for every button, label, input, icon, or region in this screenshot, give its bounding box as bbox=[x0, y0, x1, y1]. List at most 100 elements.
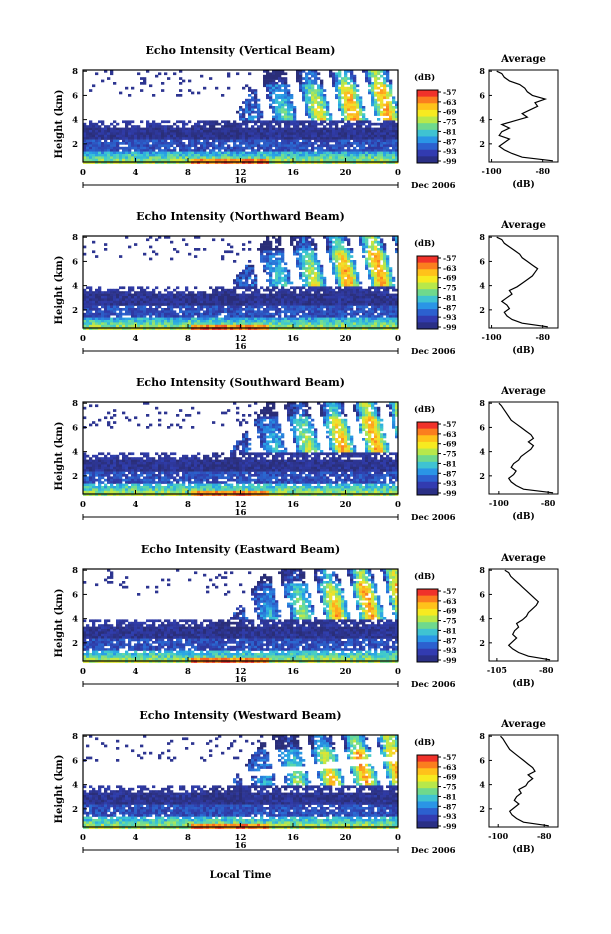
heatmap-cell bbox=[152, 125, 155, 128]
heatmap-cell bbox=[95, 135, 98, 138]
heatmap-cell bbox=[215, 291, 218, 294]
heatmap-cell bbox=[377, 77, 380, 80]
heatmap-cell bbox=[107, 291, 110, 294]
heatmap-cell bbox=[152, 313, 155, 316]
heatmap-cell bbox=[167, 308, 170, 311]
heatmap-cell bbox=[257, 289, 260, 292]
heatmap-cell bbox=[347, 142, 350, 145]
heatmap-cell bbox=[173, 147, 176, 150]
heatmap-cell bbox=[218, 135, 221, 138]
heatmap-cell bbox=[272, 111, 275, 114]
heatmap-cell bbox=[161, 159, 164, 162]
heatmap-cell bbox=[344, 306, 347, 309]
heatmap-cell bbox=[320, 89, 323, 92]
heatmap-cell bbox=[113, 298, 116, 301]
heatmap-cell bbox=[284, 301, 287, 304]
heatmap-cell bbox=[383, 282, 386, 285]
heatmap-cell bbox=[215, 303, 218, 306]
heatmap-cell bbox=[344, 106, 347, 109]
heatmap-cell bbox=[371, 243, 374, 246]
heatmap-cell bbox=[320, 301, 323, 304]
heatmap-cell bbox=[335, 152, 338, 155]
heatmap-cell bbox=[242, 315, 245, 318]
heatmap-cell bbox=[239, 301, 242, 304]
heatmap-cell bbox=[386, 279, 389, 282]
heatmap-cell bbox=[356, 132, 359, 135]
heatmap-cell bbox=[245, 320, 248, 323]
heatmap-cell bbox=[386, 147, 389, 150]
heatmap-cell bbox=[311, 243, 314, 246]
heatmap-cell bbox=[299, 258, 302, 261]
heatmap-cell bbox=[329, 75, 332, 78]
heatmap-cell bbox=[227, 250, 230, 253]
heatmap-cell bbox=[218, 313, 221, 316]
heatmap-cell bbox=[266, 87, 269, 90]
heatmap-cell bbox=[335, 265, 338, 268]
heatmap-cell bbox=[284, 111, 287, 114]
heatmap-cell bbox=[269, 243, 272, 246]
heatmap-cell bbox=[299, 272, 302, 275]
heatmap-cell bbox=[302, 159, 305, 162]
heatmap-cell bbox=[338, 87, 341, 90]
heatmap-cell bbox=[353, 96, 356, 99]
heatmap-cell bbox=[173, 325, 176, 328]
heatmap-cell bbox=[284, 132, 287, 135]
heatmap-cell bbox=[323, 137, 326, 140]
heatmap-cell bbox=[299, 120, 302, 123]
heatmap-cell bbox=[173, 72, 176, 75]
heatmap-cell bbox=[257, 322, 260, 325]
heatmap-cell bbox=[98, 303, 101, 306]
heatmap-cell bbox=[374, 92, 377, 95]
heatmap-cell bbox=[155, 315, 158, 318]
heatmap-cell bbox=[242, 159, 245, 162]
heatmap-cell bbox=[308, 113, 311, 116]
heatmap-cell bbox=[320, 294, 323, 297]
heatmap-cell bbox=[134, 310, 137, 313]
heatmap-cell bbox=[356, 96, 359, 99]
heatmap-cell bbox=[392, 111, 395, 114]
heatmap-cell bbox=[374, 277, 377, 280]
heatmap-cell bbox=[209, 156, 212, 159]
heatmap-cell bbox=[281, 294, 284, 297]
heatmap-cell bbox=[92, 250, 95, 253]
heatmap-cell bbox=[206, 318, 209, 321]
heatmap-cell bbox=[320, 118, 323, 121]
heatmap-cell bbox=[365, 77, 368, 80]
heatmap-cell bbox=[389, 130, 392, 133]
heatmap-cell bbox=[377, 277, 380, 280]
heatmap-cell bbox=[218, 123, 221, 126]
heatmap-cell bbox=[338, 135, 341, 138]
heatmap-cell bbox=[224, 156, 227, 159]
heatmap-cell bbox=[158, 322, 161, 325]
heatmap-cell bbox=[101, 322, 104, 325]
heatmap-cell bbox=[374, 159, 377, 162]
heatmap-cell bbox=[365, 262, 368, 265]
heatmap-cell bbox=[347, 96, 350, 99]
heatmap-cell bbox=[299, 262, 302, 265]
heatmap-cell bbox=[314, 286, 317, 289]
heatmap-cell bbox=[350, 142, 353, 145]
heatmap-cell bbox=[245, 279, 248, 282]
heatmap-cell bbox=[233, 147, 236, 150]
heatmap-cell bbox=[260, 320, 263, 323]
colorbar-swatch bbox=[417, 156, 438, 163]
heatmap-cell bbox=[251, 279, 254, 282]
heatmap-cell bbox=[155, 301, 158, 304]
heatmap-cell bbox=[215, 318, 218, 321]
heatmap-cell bbox=[308, 255, 311, 258]
heatmap-cell bbox=[167, 298, 170, 301]
heatmap-cell bbox=[389, 308, 392, 311]
avg-y-tick-label: 2 bbox=[479, 305, 485, 315]
heatmap-cell bbox=[374, 248, 377, 251]
heatmap-cell bbox=[194, 318, 197, 321]
heatmap-cell bbox=[302, 272, 305, 275]
heatmap-cell bbox=[338, 142, 341, 145]
heatmap-cell bbox=[320, 135, 323, 138]
heatmap-cell bbox=[377, 250, 380, 253]
heatmap-cell bbox=[275, 108, 278, 111]
heatmap-cell bbox=[374, 296, 377, 299]
heatmap-cell bbox=[221, 296, 224, 299]
heatmap-cell bbox=[179, 318, 182, 321]
heatmap-cell bbox=[128, 132, 131, 135]
heatmap-cell bbox=[98, 298, 101, 301]
